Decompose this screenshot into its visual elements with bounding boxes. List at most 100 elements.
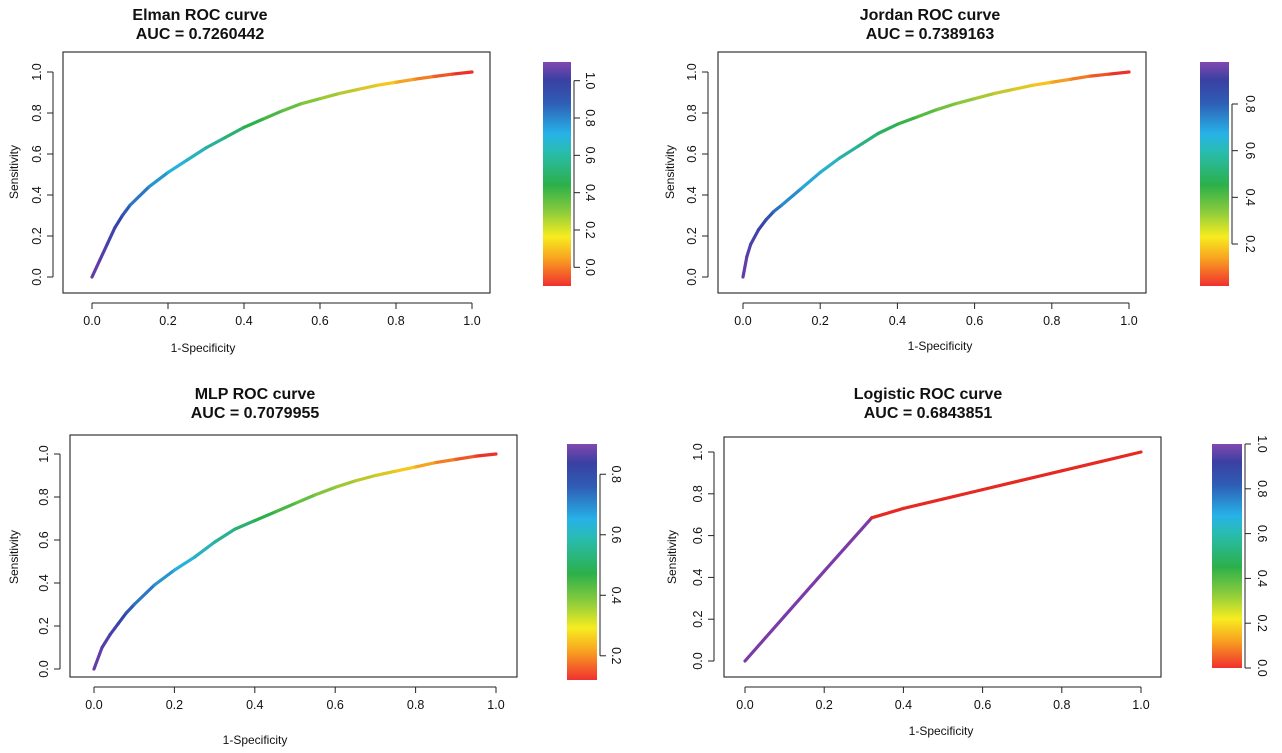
roc-point: [91, 276, 93, 278]
y-tick-label: 0.0: [685, 268, 699, 285]
roc-point: [414, 78, 416, 81]
y-axis-label: Sensitivity: [665, 530, 679, 584]
roc-point: [772, 210, 775, 213]
roc-curve-segment: [242, 117, 265, 129]
x-tick-label: 1.0: [487, 698, 504, 712]
roc-point: [106, 243, 109, 246]
roc-point: [757, 228, 760, 231]
plot-frame: [717, 51, 1147, 294]
x-tick-label: 0.4: [246, 698, 263, 712]
y-tick-label: 0.8: [691, 485, 705, 502]
y-tick-label: 0.4: [685, 186, 699, 203]
roc-curve-segment: [779, 187, 803, 207]
roc-curve-segment: [941, 488, 985, 501]
y-tick-label: 0.2: [30, 227, 44, 244]
roc-curve-segment: [799, 170, 822, 191]
roc-curve-segment: [90, 259, 102, 279]
roc-curve-segment: [92, 645, 104, 671]
roc-point: [942, 498, 944, 500]
roc-point: [376, 84, 378, 87]
roc-curve-segment: [273, 501, 297, 514]
y-tick-label: 0.4: [37, 574, 51, 591]
roc-panel-3: Logistic ROC curve AUC = 0.6843851 0.0 0.2 0…: [665, 386, 1269, 738]
roc-point: [294, 502, 296, 505]
roc-point: [109, 633, 111, 636]
y-tick-label: 0.6: [691, 527, 705, 544]
roc-point: [783, 615, 786, 617]
roc-curve-segment: [432, 72, 455, 79]
roc-curve-segment: [454, 454, 478, 461]
x-tick-label: 0.6: [966, 314, 983, 328]
colorbar-tick-label: 0.4: [1255, 570, 1269, 587]
roc-curve-segment: [772, 203, 784, 213]
roc-point: [1128, 71, 1130, 73]
colorbar-tick-label: 0.6: [1255, 525, 1269, 542]
roc-point: [167, 171, 169, 174]
roc-curve-segment: [192, 540, 217, 559]
roc-curve-segment: [166, 158, 189, 175]
roc-curve-segment: [1088, 72, 1112, 78]
colorbar-tick-label: 0.2: [583, 221, 597, 238]
roc-point: [433, 75, 435, 78]
roc-point: [338, 92, 340, 95]
roc-curve-segment: [764, 209, 776, 222]
roc-point: [495, 453, 497, 455]
roc-curve-segment: [375, 80, 398, 87]
colorbar-tick-label: 0.4: [609, 587, 623, 604]
x-tick-label: 0.8: [1053, 698, 1070, 712]
colorbar-tick-label: 0.8: [583, 109, 597, 126]
roc-point: [896, 123, 899, 126]
colorbar-tick-label: 0.8: [1255, 480, 1269, 497]
roc-point: [780, 204, 783, 207]
roc-curve-segment: [299, 97, 322, 106]
y-tick-label: 0.4: [30, 186, 44, 203]
roc-point: [148, 185, 150, 188]
roc-point: [205, 146, 207, 149]
roc-curve-segment: [901, 497, 945, 511]
roc-point: [262, 118, 264, 121]
x-tick-label: 0.8: [1043, 314, 1060, 328]
roc-point: [395, 81, 397, 84]
x-tick-label: 0.4: [895, 698, 912, 712]
roc-point: [253, 519, 256, 522]
chart-title: Jordan ROC curve: [860, 7, 1001, 24]
roc-point: [193, 556, 196, 559]
y-tick-label: 1.0: [30, 63, 44, 80]
roc-curve-segment: [113, 213, 125, 230]
roc-curve-segment: [992, 87, 1015, 96]
roc-point: [819, 171, 822, 174]
roc-curve-segment: [1099, 450, 1143, 464]
chart-subtitle: AUC = 0.6843851: [864, 405, 993, 422]
colorbar-tick-label: 0.8: [609, 466, 623, 483]
colorbar-tick-label: 0.8: [1243, 95, 1257, 112]
roc-point: [319, 97, 321, 100]
roc-point: [475, 455, 477, 458]
roc-point: [981, 488, 984, 491]
roc-curve-segment: [356, 83, 379, 92]
x-tick-label: 0.0: [83, 314, 100, 328]
roc-curve-segment: [1020, 469, 1064, 482]
roc-curve-segment: [857, 131, 880, 148]
roc-point: [452, 73, 454, 75]
roc-point: [902, 507, 905, 510]
roc-curve-segment: [756, 218, 768, 232]
roc-point: [742, 276, 744, 278]
roc-curve-segment: [128, 185, 151, 207]
roc-curve-segment: [333, 479, 357, 489]
x-axis-label: 1-Specificity: [171, 341, 236, 355]
roc-point: [233, 528, 236, 531]
colorbar-tick-label: 0.4: [1243, 189, 1257, 206]
roc-curve-segment: [353, 473, 377, 483]
roc-curve-segment: [1050, 77, 1073, 84]
roc-point: [274, 511, 276, 513]
y-tick-label: 0.8: [37, 488, 51, 505]
roc-point: [334, 486, 337, 489]
y-axis-label: Sensitivity: [7, 530, 21, 584]
colorbar: [543, 62, 571, 286]
roc-curve-segment: [318, 91, 341, 101]
roc-point: [213, 541, 216, 544]
roc-curve-segment: [213, 527, 237, 544]
roc-point: [125, 612, 128, 614]
roc-point: [471, 71, 473, 73]
